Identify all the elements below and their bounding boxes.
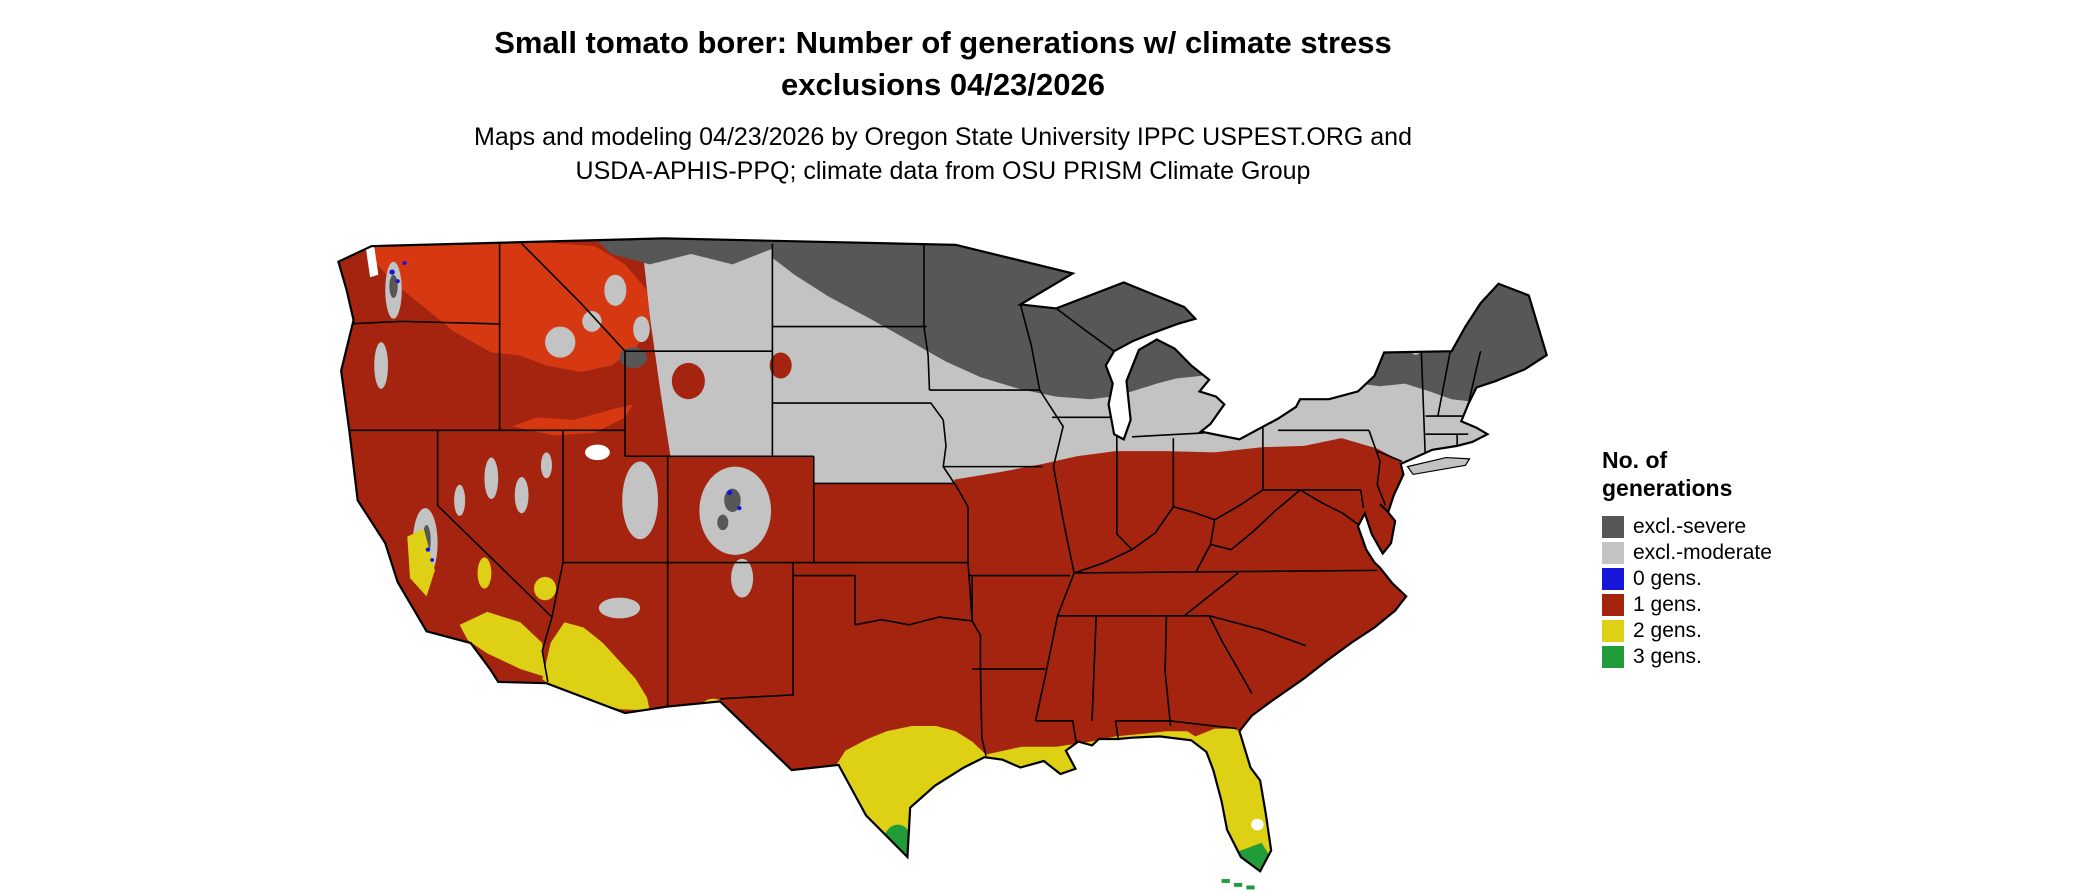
region-excl-severe-montana-border bbox=[594, 238, 773, 265]
map-raster-regions bbox=[338, 238, 1547, 872]
legend-label-excl-moderate: excl.-moderate bbox=[1633, 541, 1772, 564]
legend-item-excl-severe: excl.-severe bbox=[1602, 514, 1772, 540]
map-header: Small tomato borer: Number of generation… bbox=[0, 22, 1886, 188]
map-legend: No. of generations excl.-severe excl.-mo… bbox=[1602, 446, 1772, 670]
legend-swatch-excl-moderate bbox=[1602, 542, 1624, 564]
legend-title: No. of generations bbox=[1602, 446, 1772, 502]
state-borders bbox=[344, 244, 1481, 756]
legend-label-1-gens: 1 gens. bbox=[1633, 593, 1702, 616]
legend-label-0-gens: 0 gens. bbox=[1633, 567, 1702, 590]
region-1gen-black-hills bbox=[769, 352, 792, 379]
legend-swatch-0-gens bbox=[1602, 568, 1624, 590]
map-subtitle: Maps and modeling 04/23/2026 by Oregon S… bbox=[0, 120, 1886, 188]
legend-title-line1: No. of bbox=[1602, 447, 1668, 473]
region-3gens bbox=[882, 824, 1272, 872]
us-outline bbox=[338, 238, 1546, 871]
page-title-line2: exclusions 04/23/2026 bbox=[780, 67, 1105, 102]
legend-swatch-excl-severe bbox=[1602, 516, 1624, 538]
legend-swatch-1-gens bbox=[1602, 594, 1624, 616]
legend-label-excl-severe: excl.-severe bbox=[1633, 515, 1747, 538]
long-island bbox=[1408, 458, 1470, 475]
legend-item-2-gens: 2 gens. bbox=[1602, 618, 1772, 644]
subtitle-line1: Maps and modeling 04/23/2026 by Oregon S… bbox=[474, 123, 1412, 151]
legend-title-line2: generations bbox=[1602, 475, 1733, 501]
legend-swatch-2-gens bbox=[1602, 620, 1624, 642]
florida-keys bbox=[1221, 879, 1255, 890]
legend-label-3-gens: 3 gens. bbox=[1633, 645, 1702, 668]
legend-label-2-gens: 2 gens. bbox=[1633, 619, 1702, 642]
inland-water bbox=[365, 246, 1264, 831]
legend-item-0-gens: 0 gens. bbox=[1602, 566, 1772, 592]
legend-item-3-gens: 3 gens. bbox=[1602, 644, 1772, 670]
us-map-svg bbox=[326, 228, 1566, 890]
region-1gen-bright-snake-plain bbox=[512, 404, 634, 436]
us-generations-map bbox=[326, 228, 1566, 892]
region-0gens bbox=[389, 261, 742, 562]
region-1gen-bright-pnw bbox=[371, 238, 650, 372]
legend-swatch-3-gens bbox=[1602, 646, 1624, 668]
page-title-line1: Small tomato borer: Number of generation… bbox=[494, 25, 1392, 60]
region-1gen-bighorn-basin bbox=[671, 362, 705, 400]
subtitle-line2: USDA-APHIS-PPQ; climate data from OSU PR… bbox=[575, 157, 1311, 185]
legend-items: excl.-severe excl.-moderate 0 gens. 1 ge… bbox=[1602, 514, 1772, 670]
legend-item-excl-moderate: excl.-moderate bbox=[1602, 540, 1772, 566]
legend-item-1-gens: 1 gens. bbox=[1602, 592, 1772, 618]
